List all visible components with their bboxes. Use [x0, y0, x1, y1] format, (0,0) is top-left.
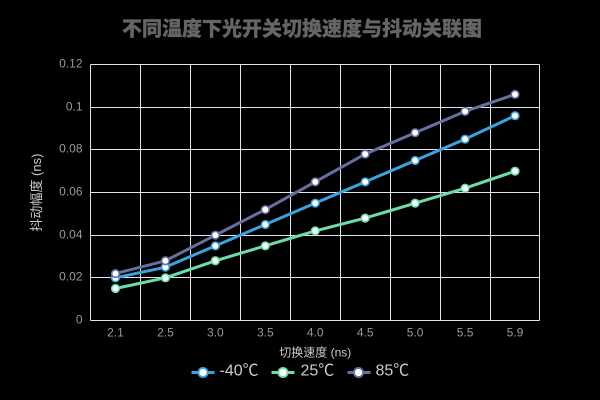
svg-text:85℃: 85℃ [376, 363, 410, 380]
svg-text:3.5: 3.5 [257, 326, 274, 340]
svg-text:0.1: 0.1 [66, 100, 83, 114]
svg-text:-40℃: -40℃ [220, 363, 259, 380]
svg-text:4.5: 4.5 [357, 326, 374, 340]
svg-text:2.1: 2.1 [107, 326, 124, 340]
svg-text:0.12: 0.12 [59, 57, 83, 71]
svg-text:25℃: 25℃ [301, 363, 335, 380]
svg-text:3.0: 3.0 [207, 326, 224, 340]
svg-text:5.9: 5.9 [507, 326, 524, 340]
svg-text:0.04: 0.04 [59, 228, 83, 242]
svg-text:0.06: 0.06 [59, 185, 83, 199]
svg-text:5.5: 5.5 [457, 326, 474, 340]
svg-text:0.08: 0.08 [59, 142, 83, 156]
svg-text:抖动幅度 (ns): 抖动幅度 (ns) [29, 154, 44, 232]
svg-text:切换速度 (ns): 切换速度 (ns) [279, 345, 351, 360]
svg-text:4.0: 4.0 [307, 326, 324, 340]
svg-text:5.0: 5.0 [407, 326, 424, 340]
svg-text:0: 0 [76, 313, 83, 327]
svg-text:不同温度下光开关切换速度与抖动关联图: 不同温度下光开关切换速度与抖动关联图 [122, 17, 482, 41]
svg-text:0.02: 0.02 [59, 270, 83, 284]
svg-text:2.5: 2.5 [157, 326, 174, 340]
